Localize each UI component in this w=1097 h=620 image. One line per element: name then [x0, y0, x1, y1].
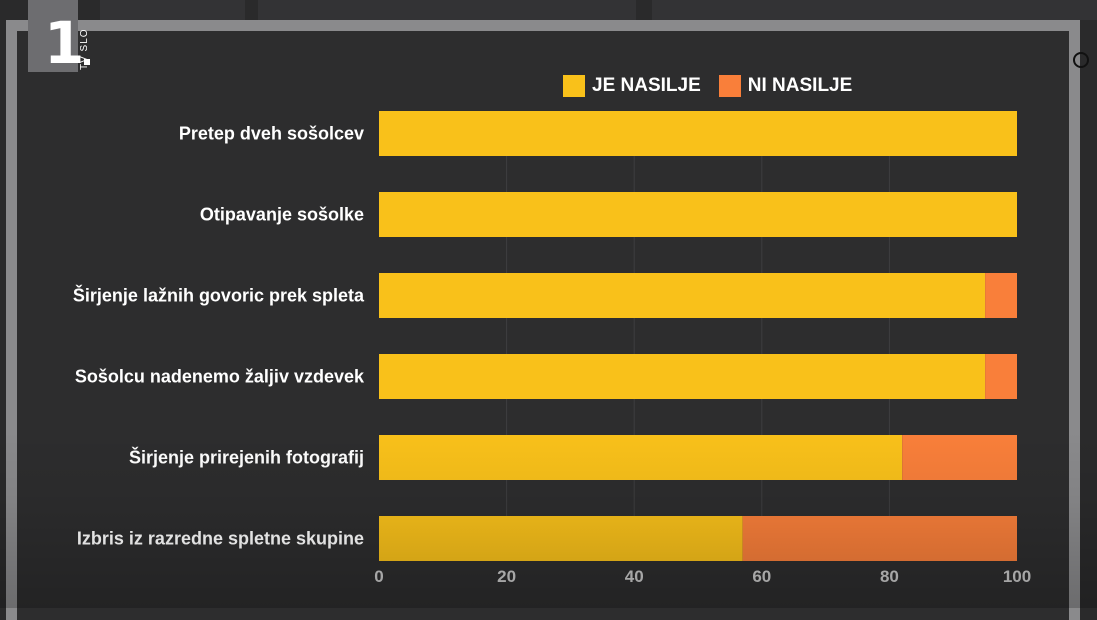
category-label: Širjenje lažnih govoric prek spleta — [73, 285, 365, 306]
bar-je-nasilje-6 — [379, 516, 743, 561]
x-tick-label: 0 — [374, 567, 383, 586]
background-panel-left — [100, 0, 245, 20]
category-label: Pretep dveh sošolcev — [179, 124, 364, 144]
x-tick-label: 20 — [497, 567, 516, 586]
x-tick-label: 40 — [625, 567, 644, 586]
x-tick-label: 60 — [752, 567, 771, 586]
bar-ni-nasilje-5 — [902, 435, 1017, 480]
bar-je-nasilje-5 — [379, 435, 903, 480]
category-label: Izbris iz razredne spletne skupine — [77, 529, 364, 549]
legend-item-je-nasilje: JE NASILJE — [563, 75, 701, 97]
bar-ni-nasilje-6 — [742, 516, 1017, 561]
background-panel-right — [652, 0, 1097, 20]
legend-swatch-ni-nasilje — [718, 75, 741, 97]
background-panel-mid — [258, 0, 636, 20]
legend-label-ni-nasilje: NI NASILJE — [747, 75, 853, 96]
bar-je-nasilje-1 — [379, 111, 1017, 156]
bar-je-nasilje-4 — [379, 354, 986, 399]
chart-legend: JE NASILJE NI NASILJE — [563, 75, 852, 97]
channel-number: 1 — [44, 9, 85, 77]
bar-ni-nasilje-3 — [985, 273, 1017, 318]
legend-item-ni-nasilje: NI NASILJE — [718, 75, 853, 97]
category-label: Širjenje prirejenih fotografij — [129, 447, 364, 468]
bar-je-nasilje-3 — [379, 273, 986, 318]
bar-je-nasilje-2 — [379, 192, 1017, 237]
bar-ni-nasilje-4 — [985, 354, 1017, 399]
category-label: Sošolcu nadenemo žaljiv vzdevek — [75, 367, 365, 387]
corner-circle-icon — [1073, 52, 1089, 68]
legend-swatch-je-nasilje — [563, 75, 585, 97]
x-tick-label: 80 — [880, 567, 899, 586]
channel-tag-square-icon — [84, 59, 90, 65]
legend-label-je-nasilje: JE NASILJE — [592, 75, 701, 96]
category-label: Otipavanje sošolke — [200, 205, 364, 225]
channel-logo — [28, 0, 78, 72]
x-tick-label: 100 — [1003, 567, 1031, 586]
